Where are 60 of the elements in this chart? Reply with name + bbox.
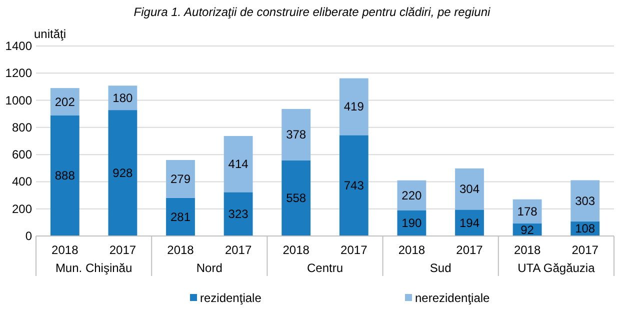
- data-label: 92: [520, 222, 534, 237]
- x-tick-label: 2017: [109, 243, 136, 257]
- bar: [166, 160, 195, 198]
- data-label: 180: [112, 90, 134, 105]
- x-tick-label: 2017: [572, 243, 599, 257]
- data-label: 743: [344, 178, 364, 193]
- y-tick-label: 1200: [5, 66, 32, 80]
- bar: [108, 110, 138, 236]
- y-tick-label: 1000: [5, 93, 32, 108]
- bar: [282, 108, 311, 160]
- data-label: 558: [286, 191, 306, 206]
- y-tick-label: 600: [12, 148, 32, 162]
- bar: [224, 192, 253, 236]
- bar: [50, 115, 80, 236]
- data-label: 194: [459, 216, 480, 230]
- data-label: 190: [402, 216, 422, 230]
- y-tick-label: 1400: [5, 39, 32, 53]
- data-label: 303: [575, 194, 596, 208]
- data-label: 178: [517, 204, 538, 218]
- x-tick-label: 2017: [340, 243, 368, 257]
- data-label: 279: [170, 172, 191, 186]
- bar: [339, 135, 368, 236]
- data-label: 202: [54, 94, 76, 109]
- data-label: 281: [170, 210, 191, 224]
- data-label: 378: [286, 128, 306, 142]
- text: UTA Găgăuzia: [518, 261, 596, 275]
- legend-label: rezidenţiale: [200, 291, 262, 305]
- y-tick-label: 800: [12, 120, 32, 134]
- y-axis-title: unităţi: [34, 27, 66, 41]
- bar: [339, 78, 368, 136]
- text: Nord: [196, 261, 222, 275]
- data-label: 220: [402, 188, 422, 202]
- x-tick-label: 2018: [514, 243, 541, 257]
- x-tick-label: 2017: [224, 243, 252, 257]
- data-label: 108: [575, 222, 596, 236]
- legend-label: nerezidenţiale: [415, 291, 490, 305]
- y-tick-label: 200: [12, 202, 32, 216]
- data-label: 928: [112, 166, 134, 180]
- data-label: 323: [228, 207, 249, 222]
- x-tick-label: 2017: [456, 243, 484, 257]
- bar: [166, 198, 195, 236]
- y-tick-label: 400: [12, 174, 32, 189]
- bar: [570, 180, 600, 222]
- x-tick-label: 2018: [398, 243, 426, 257]
- text: Centru: [306, 261, 344, 275]
- text: Sud: [430, 261, 452, 275]
- bar: [224, 136, 253, 192]
- data-label: 304: [459, 182, 480, 196]
- bar: [282, 160, 311, 236]
- data-label: 419: [344, 100, 364, 114]
- data-label: 888: [54, 168, 76, 183]
- x-tick-label: 2018: [52, 243, 79, 257]
- x-tick-label: 2018: [167, 243, 194, 257]
- bar: [50, 88, 80, 116]
- chart-title: Figura 1. Autorizaţii de construire eliberate pentru clădiri, pe regiuni: [134, 5, 491, 19]
- y-tick-label: 0: [25, 229, 32, 243]
- x-tick-label: 2018: [282, 243, 310, 257]
- text: Mun. Chişinău: [55, 261, 132, 275]
- bar: [455, 168, 484, 210]
- data-label: 414: [228, 157, 249, 172]
